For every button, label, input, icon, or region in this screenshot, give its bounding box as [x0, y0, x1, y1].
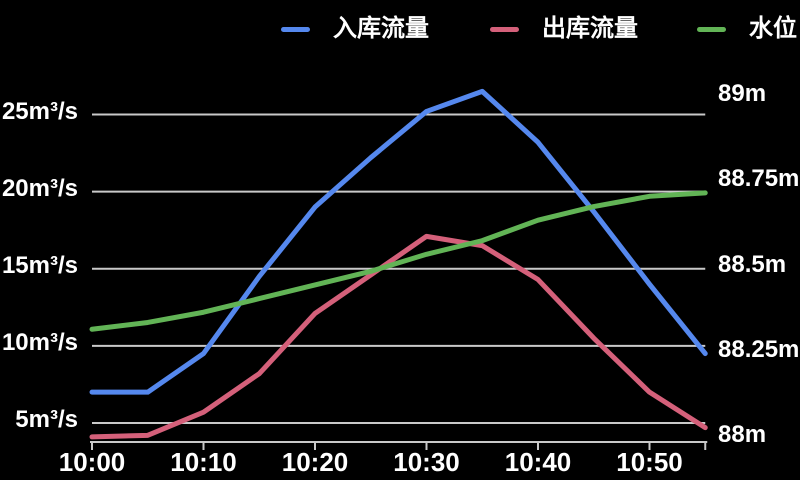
x-axis-label: 10:50: [616, 447, 683, 477]
x-axis-label: 10:10: [170, 447, 237, 477]
right-axis-label: 88.25m: [718, 335, 800, 363]
legend-item-outflow[interactable]: 出库流量: [490, 14, 638, 44]
left-axis-label: 5m³/s: [15, 406, 78, 433]
x-axis-label: 10:30: [393, 447, 460, 477]
chart-legend: 入库流量 出库流量 水位: [0, 0, 800, 48]
left-axis-label: 10m³/s: [1, 328, 78, 356]
x-axis-label: 10:00: [58, 447, 126, 477]
left-axis-label: 15m³/s: [1, 251, 78, 279]
right-axis-label: 88.75m: [718, 165, 800, 193]
legend-item-waterlevel[interactable]: 水位: [697, 14, 797, 44]
outflow-line-swatch-icon: [490, 26, 519, 32]
inflow-line-swatch-icon: [281, 26, 310, 32]
x-axis-label: 10:40: [504, 447, 572, 477]
series-line-水位[interactable]: [89, 190, 708, 332]
right-axis-label: 89m: [718, 80, 767, 107]
series-line-入库流量[interactable]: [89, 88, 708, 395]
waterlevel-line-swatch-icon: [697, 26, 726, 32]
series-line-出库流量[interactable]: [89, 233, 708, 440]
legend-label-outflow: 出库流量: [542, 15, 638, 42]
legend-label-inflow: 入库流量: [333, 15, 429, 42]
right-axis-label: 88.5m: [718, 250, 787, 278]
x-axis-label: 10:20: [281, 447, 349, 477]
legend-label-waterlevel: 水位: [749, 15, 797, 42]
right-axis-label: 88m: [718, 421, 767, 448]
left-axis-label: 25m³/s: [1, 97, 78, 125]
left-axis-label: 20m³/s: [1, 174, 78, 202]
legend-item-inflow[interactable]: 入库流量: [281, 14, 429, 44]
